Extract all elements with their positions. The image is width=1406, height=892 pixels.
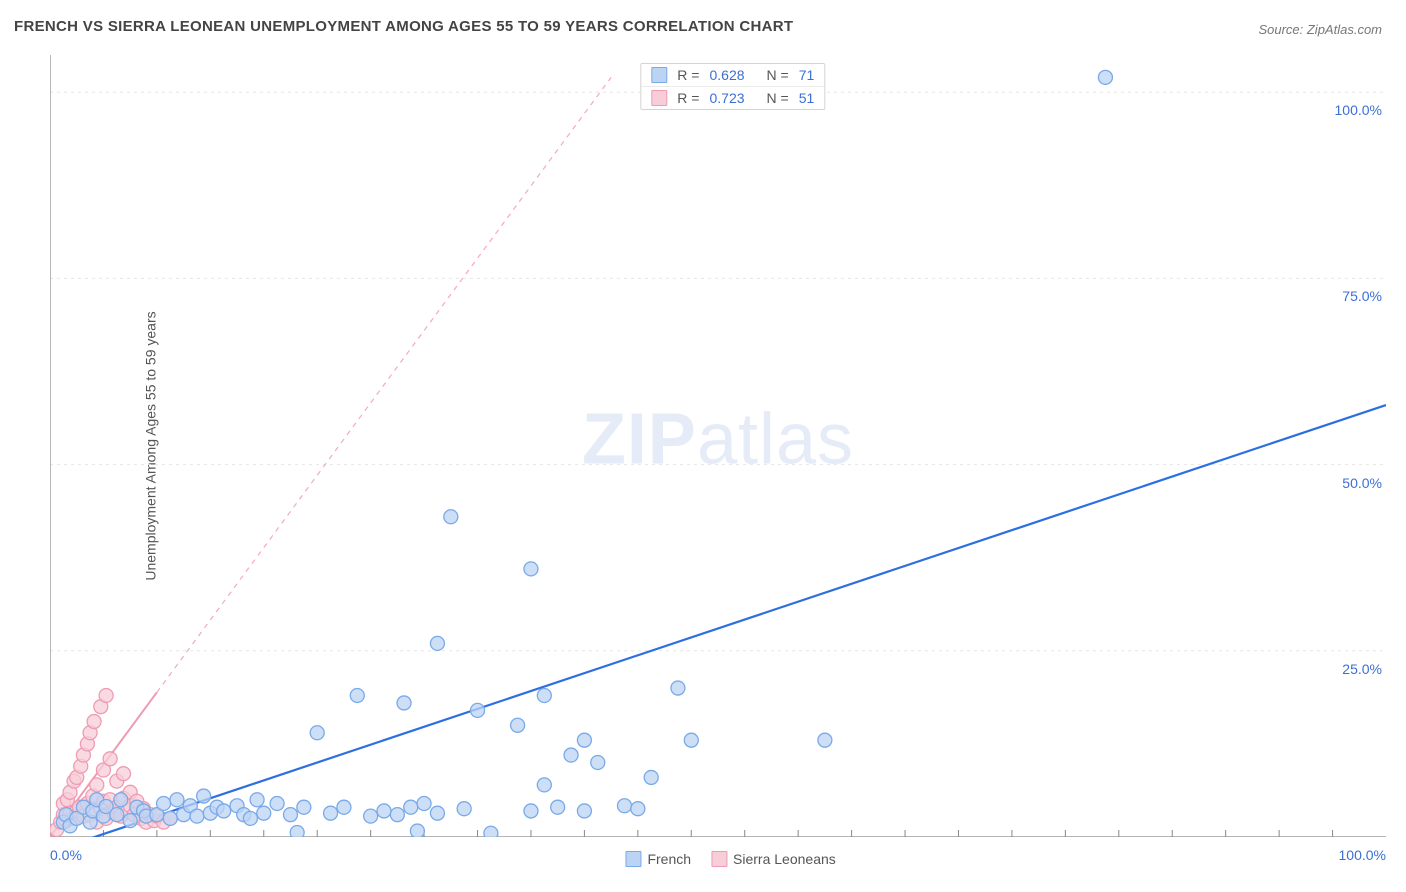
y-tick-label: 50.0%: [1342, 475, 1386, 491]
legend-label: Sierra Leoneans: [733, 851, 836, 867]
legend-swatch: [711, 851, 727, 867]
legend-item: Sierra Leoneans: [711, 851, 836, 867]
r-label: R =: [677, 67, 699, 83]
n-value: 71: [799, 67, 815, 83]
y-tick-label: 100.0%: [1335, 102, 1386, 118]
series-swatch: [651, 67, 667, 83]
r-value: 0.723: [709, 90, 744, 106]
y-tick-label: 75.0%: [1342, 288, 1386, 304]
source-attribution: Source: ZipAtlas.com: [1258, 22, 1382, 37]
correlation-stats-box: R = 0.628 N = 71 R = 0.723 N = 51: [640, 63, 825, 110]
n-label: N =: [767, 67, 789, 83]
legend-item: French: [625, 851, 691, 867]
r-value: 0.628: [709, 67, 744, 83]
x-axis-origin-label: 0.0%: [50, 847, 82, 863]
stats-row: R = 0.723 N = 51: [641, 87, 824, 109]
n-value: 51: [799, 90, 815, 106]
x-axis-max-label: 100.0%: [1339, 847, 1386, 863]
legend-label: French: [647, 851, 691, 867]
y-tick-label: 25.0%: [1342, 661, 1386, 677]
legend-swatch: [625, 851, 641, 867]
series-swatch: [651, 90, 667, 106]
r-label: R =: [677, 90, 699, 106]
n-label: N =: [767, 90, 789, 106]
series-legend: French Sierra Leoneans: [625, 851, 835, 867]
chart-plot-area: ZIPatlas 25.0%50.0%75.0%100.0% 0.0% 100.…: [50, 55, 1386, 837]
chart-title: FRENCH VS SIERRA LEONEAN UNEMPLOYMENT AM…: [14, 18, 793, 35]
scatter-plot-svg: [50, 55, 1386, 837]
stats-row: R = 0.628 N = 71: [641, 64, 824, 87]
